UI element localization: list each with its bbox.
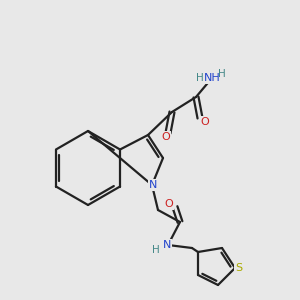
Text: S: S <box>236 263 243 273</box>
Text: O: O <box>201 117 209 127</box>
Text: O: O <box>165 199 173 209</box>
Text: NH: NH <box>204 73 220 83</box>
Text: H: H <box>152 245 160 255</box>
Text: H: H <box>196 73 204 83</box>
Text: H: H <box>218 69 226 79</box>
Text: N: N <box>149 180 157 190</box>
Text: N: N <box>163 240 171 250</box>
Text: O: O <box>162 132 170 142</box>
